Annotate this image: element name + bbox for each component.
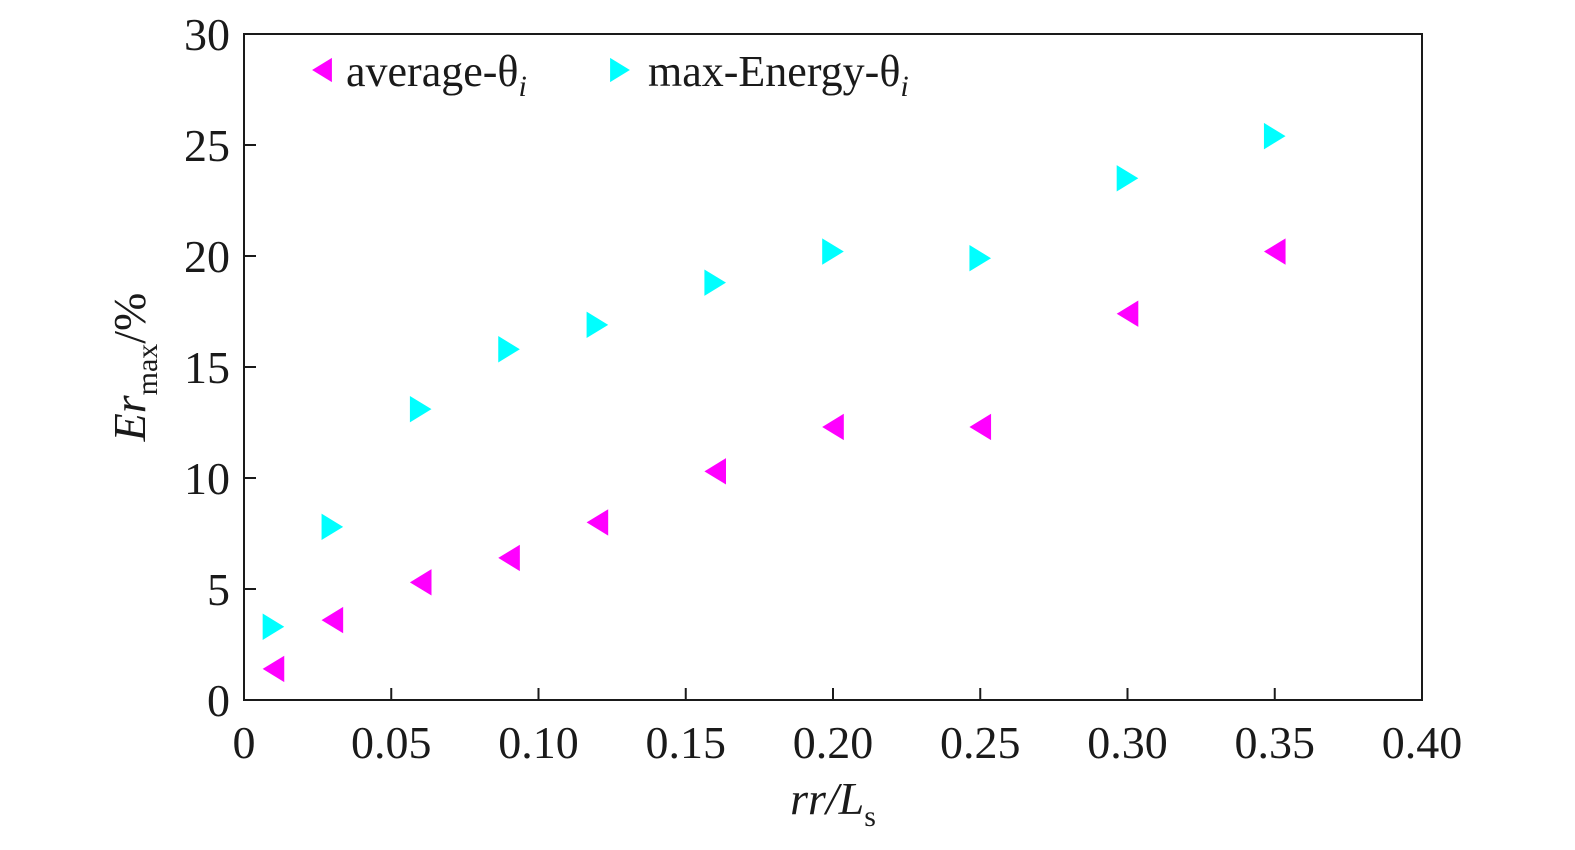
x-axis-label-main: rr/L (790, 773, 864, 824)
series-max-energy (262, 122, 1286, 640)
legend-entry-average: average-θi (346, 47, 527, 103)
y-axis-label-main: Er (104, 394, 155, 442)
y-tick-label: 15 (184, 342, 230, 393)
x-tick-label: 0.40 (1382, 717, 1463, 768)
x-axis: 0 0.05 0.10 0.15 0.20 0.25 0.30 0.35 0.40 (233, 688, 1463, 768)
legend-entry-max-energy-sub: i (900, 70, 908, 103)
x-tick-label: 0.30 (1087, 717, 1168, 768)
data-point (1263, 122, 1286, 150)
series-average (262, 238, 1286, 683)
data-point (498, 336, 520, 363)
data-point (409, 569, 432, 596)
y-axis-label-sub: max (131, 344, 164, 396)
x-axis-label-sub: s (864, 800, 876, 833)
data-point (969, 413, 992, 441)
x-axis-label: rr/Ls (790, 773, 876, 833)
y-axis: 0 5 10 15 20 25 30 (184, 9, 256, 726)
plot-frame (243, 33, 1423, 701)
data-point (321, 513, 344, 541)
x-tick-label: 0.10 (498, 717, 579, 768)
x-tick-label: 0.25 (940, 717, 1021, 768)
data-point (822, 413, 844, 441)
legend-entry-max-energy-name: max-Energy-θ (648, 47, 900, 96)
y-tick-label: 20 (184, 231, 230, 282)
legend: average-θi max-Energy-θi (312, 47, 909, 103)
data-point (586, 509, 609, 536)
data-point (586, 311, 609, 339)
data-point (498, 544, 520, 572)
data-point (969, 245, 992, 272)
data-point (704, 269, 726, 296)
y-axis-label-suffix: /% (104, 293, 155, 344)
data-point (262, 655, 285, 683)
y-tick-label: 0 (207, 675, 230, 726)
y-axis-label: Ermax/% (104, 293, 164, 443)
data-point (704, 458, 726, 485)
legend-entry-average-sub: i (519, 70, 527, 103)
data-point (1263, 238, 1286, 265)
series-layer (262, 122, 1286, 683)
data-point (1116, 300, 1139, 327)
data-point (822, 238, 844, 265)
x-tick-label: 0.15 (646, 717, 727, 768)
y-tick-label: 25 (184, 120, 230, 171)
data-point (262, 613, 285, 640)
legend-marker-max-energy (610, 57, 630, 83)
y-tick-label: 10 (184, 453, 230, 504)
legend-entry-average-name: average-θ (346, 47, 519, 96)
data-point (1116, 165, 1139, 192)
y-tick-label: 5 (207, 564, 230, 615)
data-point (409, 395, 432, 423)
legend-marker-average (312, 57, 332, 83)
x-tick-label: 0.05 (351, 717, 432, 768)
legend-entry-max-energy: max-Energy-θi (648, 47, 909, 103)
x-tick-label: 0.20 (793, 717, 874, 768)
data-point (321, 606, 344, 634)
x-tick-label: 0.35 (1235, 717, 1316, 768)
y-tick-label: 30 (184, 9, 230, 60)
x-tick-label: 0 (233, 717, 256, 768)
